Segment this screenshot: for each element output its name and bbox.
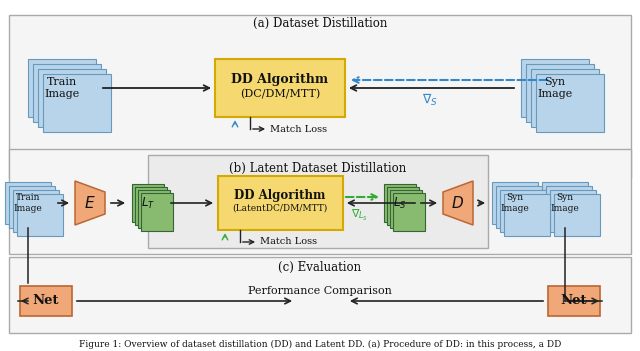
FancyBboxPatch shape [9,186,55,228]
Text: DD Algorithm: DD Algorithm [232,73,328,86]
FancyBboxPatch shape [9,149,631,254]
Text: $L_S$: $L_S$ [393,196,407,211]
FancyBboxPatch shape [526,64,594,122]
FancyBboxPatch shape [38,69,106,127]
FancyBboxPatch shape [148,154,488,247]
FancyBboxPatch shape [554,194,600,236]
Text: Figure 1: Overview of dataset distillation (DD) and Latent DD. (a) Procedure of : Figure 1: Overview of dataset distillati… [79,339,561,349]
FancyBboxPatch shape [28,59,96,117]
Text: Syn
Image: Syn Image [538,77,573,99]
Text: Performance Comparison: Performance Comparison [248,286,392,296]
FancyBboxPatch shape [138,190,170,228]
FancyBboxPatch shape [17,194,63,236]
FancyBboxPatch shape [550,190,596,232]
Text: (LatentDC/DM/MTT): (LatentDC/DM/MTT) [232,204,328,212]
FancyBboxPatch shape [492,182,538,224]
Text: (DC/DM/MTT): (DC/DM/MTT) [240,89,320,99]
FancyBboxPatch shape [390,190,422,228]
FancyBboxPatch shape [500,190,546,232]
FancyBboxPatch shape [33,64,101,122]
Text: Net: Net [561,294,588,307]
FancyBboxPatch shape [384,184,416,222]
Text: DD Algorithm: DD Algorithm [234,188,326,201]
Text: $E$: $E$ [84,195,96,211]
FancyBboxPatch shape [43,74,111,132]
Text: $L_T$: $L_T$ [141,196,155,211]
Text: Syn
Image: Syn Image [550,193,579,213]
FancyBboxPatch shape [393,193,425,231]
Polygon shape [75,181,105,225]
Text: (c) Evaluation: (c) Evaluation [278,260,362,273]
FancyBboxPatch shape [387,187,419,225]
Text: Syn
Image: Syn Image [500,193,529,213]
FancyBboxPatch shape [548,286,600,316]
Text: (a) Dataset Distillation: (a) Dataset Distillation [253,16,387,29]
FancyBboxPatch shape [218,176,342,230]
FancyBboxPatch shape [531,69,599,127]
FancyBboxPatch shape [135,187,167,225]
Text: $D$: $D$ [451,195,465,211]
FancyBboxPatch shape [5,182,51,224]
FancyBboxPatch shape [13,190,59,232]
FancyBboxPatch shape [536,74,604,132]
FancyBboxPatch shape [542,182,588,224]
FancyBboxPatch shape [132,184,164,222]
Text: Match Loss: Match Loss [270,125,327,133]
Text: Match Loss: Match Loss [260,238,317,246]
Text: Train
Image: Train Image [44,77,79,99]
FancyBboxPatch shape [20,286,72,316]
FancyBboxPatch shape [9,257,631,333]
FancyBboxPatch shape [496,186,542,228]
FancyBboxPatch shape [504,194,550,236]
Text: Net: Net [33,294,60,307]
FancyBboxPatch shape [521,59,589,117]
Text: (b) Latent Dataset Distillation: (b) Latent Dataset Distillation [229,161,406,174]
FancyBboxPatch shape [141,193,173,231]
FancyBboxPatch shape [215,59,345,117]
Polygon shape [443,181,473,225]
Text: $\nabla_S$: $\nabla_S$ [422,92,438,108]
FancyBboxPatch shape [9,15,631,178]
FancyBboxPatch shape [546,186,592,228]
Text: $\nabla_{L_S}$: $\nabla_{L_S}$ [351,207,369,223]
Text: Train
Image: Train Image [13,193,42,213]
